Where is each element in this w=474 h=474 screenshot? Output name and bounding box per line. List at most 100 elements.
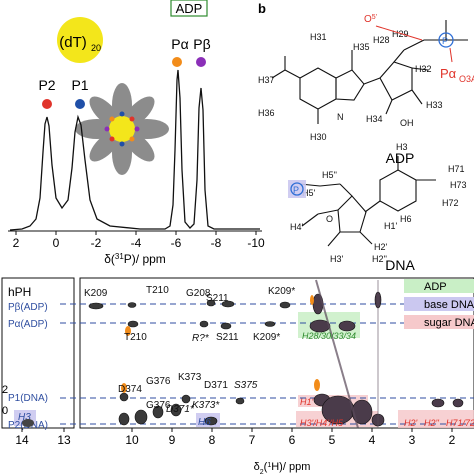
panel-c-x-tick-label: 5: [329, 433, 336, 447]
peak-label-p1: P1: [71, 77, 88, 93]
adp-box: [170, 0, 208, 17]
dt20-ball: [57, 17, 103, 63]
svg-text:K209*: K209*: [253, 332, 280, 343]
adp-box-label: ADP: [176, 1, 203, 16]
svg-text:H3'/H4'/H5: H3'/H4'/H5: [300, 418, 344, 428]
panel-c-left-frame: [1, 277, 75, 429]
31p-spectrum-trace: [9, 69, 260, 231]
svg-text:H36: H36: [258, 108, 275, 118]
panel-c-x-tick-label: 4: [369, 433, 376, 447]
dna-atom-labels: H3 H5'' H5' H4' H1' H71 H73 H72 H6 H2' H…: [290, 142, 467, 264]
panel-a-x-axis-label: δ(31P)/ ppm: [104, 252, 166, 267]
svg-text:H2': H2': [374, 242, 388, 252]
dna-nanoparticle-icon: [75, 83, 169, 175]
panel-a-x-tick-label: -8: [211, 236, 222, 250]
svg-text:O5': O5': [364, 14, 377, 26]
svg-text:G376: G376: [146, 400, 171, 411]
svg-text:H37: H37: [258, 75, 275, 85]
pbeta-marker: [196, 57, 206, 67]
peak-label-pbeta: Pβ: [193, 36, 210, 52]
svg-text:H6: H6: [400, 214, 412, 224]
p1-marker: [75, 99, 85, 109]
peak-label-palpha: Pα: [171, 36, 188, 52]
palpha-marker: [172, 57, 182, 67]
panel-c-y-tick-label: 0: [2, 405, 8, 417]
phosphate-dna-icon: [290, 182, 304, 196]
panel-c-x-tick-label: 7: [249, 433, 256, 447]
panel-a-x-tick-label: 0: [53, 236, 60, 250]
svg-text:H71: H71: [448, 164, 465, 174]
panel-c-main-frame: [79, 277, 474, 429]
panel-c-x-tick-label: 8: [209, 433, 216, 447]
residue-labels: K209 T210 G208 S211 K209* T210 R?* S211 …: [84, 285, 295, 428]
adp-structure: [271, 20, 468, 124]
panel-c-x-ticks: 10 9 8 7 6 5 4 3 2: [125, 428, 456, 447]
panel-a-x-ticks: 2 0 -2 -4 -6 -8 -10: [13, 231, 265, 250]
svg-text:Pα: Pα: [440, 66, 457, 81]
legend: ADP base DNA sugar DNA: [404, 279, 474, 329]
panel-c-x-tick-label: 9: [169, 433, 176, 447]
panel-a-x-tick-label: -2: [91, 236, 102, 250]
svg-text:H2': H2': [404, 418, 418, 428]
panel-c-x-axis-label: δ2(1H)/ ppm: [254, 461, 311, 474]
panel-c-y-tick-label: 2: [2, 384, 8, 396]
svg-text:H2'': H2'': [424, 418, 439, 428]
svg-text:H2'': H2'': [372, 254, 387, 264]
dna-adp-peaks: [309, 291, 464, 427]
peak-label-p2: P2: [38, 77, 55, 93]
protein-peaks: [88, 299, 291, 426]
panel-c-x-tick-label: 6: [289, 433, 296, 447]
svg-text:G376: G376: [146, 376, 171, 387]
svg-text:H28/30/33/34: H28/30/33/34: [302, 331, 356, 341]
svg-text:P: P: [293, 185, 299, 195]
panel-c-left-x-ticks: 14 13: [15, 428, 71, 447]
panel-a-x-tick-label: -10: [247, 236, 265, 250]
svg-text:H5': H5': [302, 188, 316, 198]
adp-phosphate-annotations: O5' P Pα O3A: [364, 14, 474, 85]
svg-text:T210: T210: [124, 332, 147, 343]
svg-text:H34: H34: [366, 114, 383, 124]
legend-adp: ADP: [424, 281, 447, 293]
svg-text:H32: H32: [415, 64, 432, 74]
svg-text:S211: S211: [216, 332, 239, 343]
dna-phosphate-annotations: P: [288, 180, 306, 198]
svg-text:H28: H28: [373, 35, 390, 45]
svg-text:H35: H35: [353, 42, 370, 52]
svg-text:Pα(ADP): Pα(ADP): [8, 319, 48, 330]
svg-text:H3: H3: [396, 142, 408, 152]
svg-text:S211: S211: [206, 293, 229, 304]
svg-text:O: O: [326, 214, 333, 224]
svg-text:OH: OH: [400, 118, 414, 128]
svg-text:Pβ(ADP): Pβ(ADP): [8, 302, 48, 313]
hph-label: hPH: [8, 285, 31, 299]
panel-c: hPH Pβ(ADP) Pα(ADP) P1(DNA) P2(DNA) H3: [1, 277, 474, 474]
panel-c-left-x-tick-label: 14: [15, 433, 29, 447]
svg-text:H30: H30: [310, 132, 327, 142]
sugar-labels: H28/30/33/34 H1' H3'/H4'/H5 H2' H2'' H71…: [300, 331, 474, 428]
svg-text:H1': H1': [300, 397, 314, 407]
panel-b: b H31 H35 H28 H: [258, 1, 474, 273]
diagonal-streak: [315, 279, 359, 429]
panel-c-x-tick-label: 3: [409, 433, 416, 447]
adp-atom-labels: H31 H35 H28 H29 H37 H36 H32 H34 H33 OH N…: [258, 29, 443, 142]
legend-sugar-dna: sugar DNA: [424, 317, 474, 329]
svg-text:H1': H1': [384, 221, 398, 231]
svg-text:H4': H4': [290, 222, 304, 232]
svg-text:T210: T210: [146, 285, 169, 296]
svg-text:D374: D374: [118, 384, 142, 395]
panel-a: (dT) 20 P2 P1 ADP Pα Pβ: [8, 0, 265, 266]
h3-peak: [22, 419, 34, 427]
panel-c-y-ticks: 20: [2, 384, 8, 417]
panel-c-x-tick-label: 10: [125, 433, 139, 447]
svg-text:H3': H3': [330, 254, 344, 264]
legend-base-dna: base DNA: [424, 299, 474, 311]
svg-text:P1(DNA): P1(DNA): [8, 393, 48, 404]
dt20-label: (dT): [59, 34, 87, 51]
adp-name: ADP: [386, 150, 415, 166]
svg-text:D371: D371: [204, 380, 228, 391]
panel-a-x-tick-label: -4: [131, 236, 142, 250]
svg-text:R?*: R?*: [192, 333, 210, 344]
svg-text:H29: H29: [392, 29, 409, 39]
phosphate-alpha-icon: [438, 32, 454, 48]
